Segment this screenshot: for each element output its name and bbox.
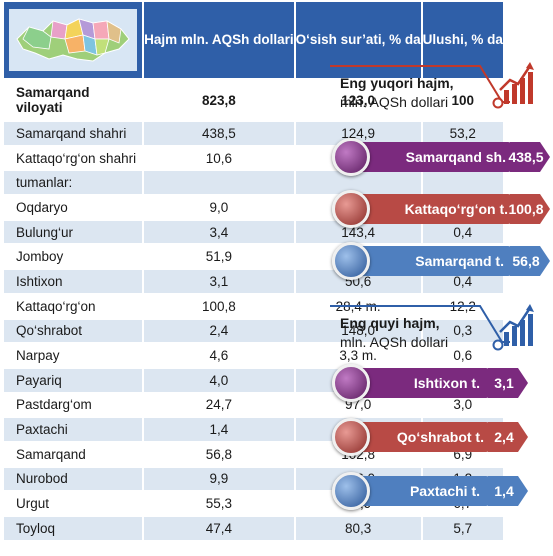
badge-arrow [488,422,528,452]
region-map-image [9,9,138,71]
row-name: Toyloq [4,515,143,540]
row-name: Kattaqo‘rg‘on shahri [4,144,143,170]
row-volume: 24,7 [142,391,294,417]
top-title-unit: mln. AQSh dollari [340,94,449,110]
row-growth: 148,0 [293,317,421,343]
badge-bar [342,246,512,276]
row-volume: 2,4 [142,317,294,343]
row-name: tumanlar: [4,169,143,195]
row-name: Urgut [4,490,143,515]
top-badge-2: Kattaqo‘rg‘on t. 100,8 [332,190,552,228]
badge-value: 3,1 [494,375,514,391]
top-badge-1: Samarqand sh. 438,5 [332,138,552,176]
table-row: Samarqand shahri 438,5 124,9 53,2 [4,120,503,145]
badge-label: Samarqand t. [415,253,504,269]
total-growth: 123,0 [293,78,421,120]
row-name: Payariq [4,366,143,392]
row-volume: 55,3 [142,490,294,515]
row-volume: 10,6 [142,144,294,170]
row-name: Samarqand shahri [4,120,143,145]
row-volume: 4,6 [142,342,294,367]
row-volume: 1,4 [142,416,294,441]
row-volume: 47,4 [142,515,294,540]
bottom-badge-2: Qo‘shrabot t. 2,4 [332,418,552,456]
row-share: 5,7 [420,515,503,540]
row-name: Jomboy [4,243,143,269]
badge-label: Qo‘shrabot t. [396,429,484,445]
row-name: Paxtachi [4,416,143,441]
row-volume: 56,8 [142,440,294,466]
badge-label: Ishtixon t. [413,375,480,391]
badge-label: Kattaqo‘rg‘on t. [404,201,508,217]
row-volume: 9,0 [142,194,294,219]
row-volume: 100,8 [142,292,294,318]
total-volume: 823,8 [142,78,294,120]
badge-circle-icon [332,190,370,228]
bottom-title-bold: Eng quyi hajm, [340,315,440,331]
badge-circle-icon [332,472,370,510]
table-row: Kattaqo‘rg‘on 100,8 28,4 m. 12,2 [4,292,503,318]
row-name: Nurobod [4,465,143,491]
row-growth: 3,3 m. [293,342,421,367]
badge-circle-icon [332,364,370,402]
row-volume: 4,0 [142,366,294,392]
row-share: 0,6 [420,342,503,367]
region-map-cell [4,2,143,78]
row-name: Kattaqo‘rg‘on [4,292,143,318]
table-row: Ishtixon 3,1 50,6 0,4 [4,268,503,293]
row-share: 53,2 [420,120,503,145]
bottom-badge-3: Paxtachi t. 1,4 [332,472,552,510]
total-share: 100 [420,78,503,120]
row-name: Samarqand [4,440,143,466]
badge-arrow [510,142,550,172]
chart-up-icon [492,304,534,351]
row-volume [142,169,294,195]
badge-arrow [510,194,550,224]
table-header-row: Hajm mln. AQSh dollari O‘sish sur’ati, %… [4,2,503,78]
badge-value: 1,4 [494,483,514,499]
row-name: Pastdarg‘om [4,391,143,417]
badge-bar [342,194,512,224]
badge-label: Paxtachi t. [409,483,480,499]
bottom-section-title: Eng quyi hajm, mln. AQSh dollari [340,314,448,352]
badge-label: Samarqand sh. [405,149,506,165]
header-volume: Hajm mln. AQSh dollari [142,2,294,78]
row-volume: 438,5 [142,120,294,145]
table-row-total: Samarqand viloyati 823,8 123,0 100 [4,78,503,120]
chart-up-icon [492,62,534,109]
row-name: Oqdaryo [4,194,143,219]
row-volume: 51,9 [142,243,294,269]
bottom-badge-1: Ishtixon t. 3,1 [332,364,552,402]
badge-value: 100,8 [508,201,544,217]
table-row: Narpay 4,6 3,3 m. 0,6 [4,342,503,367]
badge-value: 56,8 [512,253,540,269]
badge-circle-icon [332,418,370,456]
top-section-title: Eng yuqori hajm, mln. AQSh dollari [340,74,454,112]
bottom-title-unit: mln. AQSh dollari [340,334,449,350]
badge-value: 438,5 [508,149,544,165]
badge-value: 2,4 [494,429,514,445]
row-name: Qo‘shrabot [4,317,143,343]
badge-circle-icon [332,138,370,176]
badge-bar [342,142,512,172]
row-growth: 124,9 [293,120,421,145]
badge-arrow [510,246,550,276]
top-title-bold: Eng yuqori hajm, [340,75,454,91]
top-badge-3: Samarqand t. 56,8 [332,242,552,280]
row-name: Narpay [4,342,143,367]
row-name: Ishtixon [4,268,143,293]
row-volume: 3,4 [142,218,294,244]
badge-arrow [488,476,528,506]
badge-circle-icon [332,242,370,280]
table-row: Toyloq 47,4 80,3 5,7 [4,515,503,540]
badge-arrow [488,368,528,398]
row-growth: 80,3 [293,515,421,540]
total-name: Samarqand viloyati [4,78,143,120]
row-name: Bulung‘ur [4,218,143,244]
row-volume: 3,1 [142,268,294,293]
row-volume: 9,9 [142,465,294,491]
